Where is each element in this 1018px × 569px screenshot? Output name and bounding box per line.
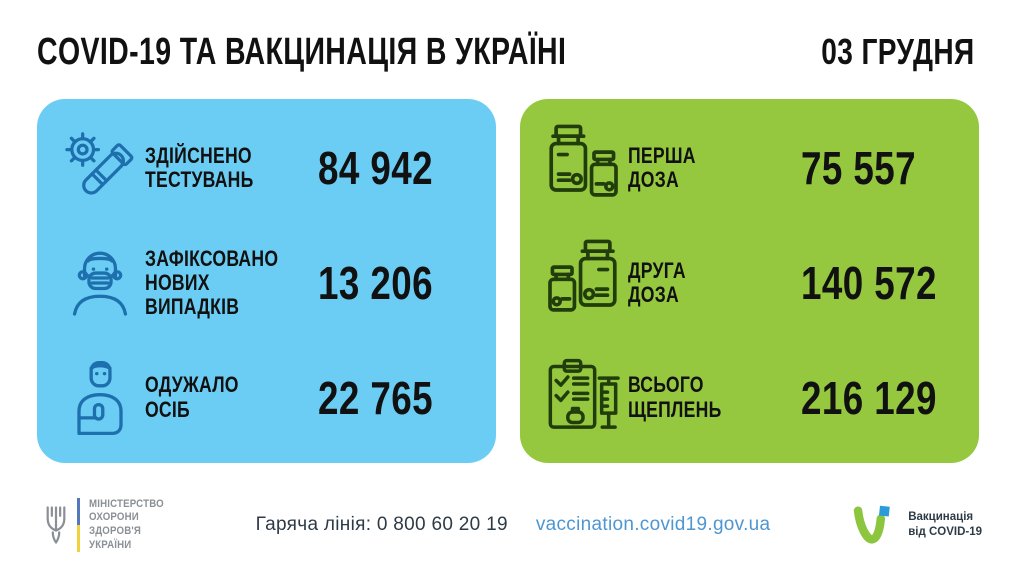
covid-stats-panel: ЗДІЙСНЕНО ТЕСТУВАНЬ 84 942: [37, 99, 496, 463]
ministry-logo: МІНІСТЕРСТВО ОХОРОНИ ЗДОРОВ'Я УКРАЇНИ: [44, 498, 174, 553]
v-check-icon: [853, 505, 890, 544]
stat-label: ЗАФІКСОВАНО НОВИХ ВИПАДКІВ: [145, 245, 279, 320]
stat-value: 140 572: [801, 257, 937, 309]
vaccination-site-link[interactable]: vaccination.covid19.gov.ua: [535, 514, 771, 535]
stat-row-second-dose: ДРУГА ДОЗА 140 572: [520, 226, 979, 341]
stat-row-recovered: ОДУЖАЛО ОСІБ 22 765: [37, 340, 496, 455]
vaccination-stats-panel: ПЕРША ДОЗА 75 557: [520, 99, 979, 463]
stat-row-tests: ЗДІЙСНЕНО ТЕСТУВАНЬ 84 942: [37, 111, 496, 226]
stat-row-first-dose: ПЕРША ДОЗА 75 557: [520, 111, 979, 226]
recovered-person-icon: [37, 356, 145, 440]
test-tube-virus-icon: [37, 129, 145, 207]
ministry-name: МІНІСТЕРСТВО ОХОРОНИ ЗДОРОВ'Я УКРАЇНИ: [89, 497, 164, 551]
vaccine-vials-icon: [520, 120, 628, 216]
stat-value: 75 557: [801, 142, 916, 195]
flag-divider: [77, 498, 80, 552]
clipboard-syringe-icon: [520, 352, 628, 444]
footer-contact: Гаряча лінія: 0 800 60 20 19 vaccination…: [256, 514, 771, 536]
stat-panels: ЗДІЙСНЕНО ТЕСТУВАНЬ 84 942: [37, 99, 979, 463]
stat-row-new-cases: ЗАФІКСОВАНО НОВИХ ВИПАДКІВ 13 206: [37, 226, 496, 341]
stat-value: 13 206: [318, 257, 433, 309]
footer: МІНІСТЕРСТВО ОХОРОНИ ЗДОРОВ'Я УКРАЇНИ Га…: [44, 486, 982, 564]
stat-value: 84 942: [318, 142, 433, 195]
hotline-text: Гаряча лінія: 0 800 60 20 19: [255, 514, 508, 535]
stat-row-total-vaccinations: ВСЬОГО ЩЕПЛЕНЬ 216 129: [520, 340, 979, 455]
vaccination-logo: Вакцинація від COVID-19: [850, 501, 982, 549]
stat-label: ЗДІЙСНЕНО ТЕСТУВАНЬ: [145, 143, 254, 193]
page-title: COVID-19 ТА ВАКЦИНАЦІЯ В УКРАЇНІ: [37, 30, 567, 73]
stat-value: 22 765: [318, 371, 433, 424]
vaccine-vials-icon: [520, 235, 628, 331]
stat-label: ОДУЖАЛО ОСІБ: [145, 372, 239, 422]
vaccination-logo-text: Вакцинація від COVID-19: [908, 510, 982, 540]
vaccination-logo-line1: Вакцинація: [908, 511, 974, 524]
masked-person-icon: [37, 241, 145, 325]
stat-label: ВСЬОГО ЩЕПЛЕНЬ: [628, 372, 722, 422]
stat-label: ДРУГА ДОЗА: [628, 257, 686, 307]
stat-label: ПЕРША ДОЗА: [628, 143, 696, 193]
vaccination-logo-line2: від COVID-19: [908, 526, 982, 538]
stat-value: 216 129: [801, 371, 937, 424]
report-date: 03 ГРУДНЯ: [821, 31, 975, 72]
trident-icon: [46, 506, 66, 544]
header: COVID-19 ТА ВАКЦИНАЦІЯ В УКРАЇНІ 03 ГРУД…: [37, 26, 975, 78]
